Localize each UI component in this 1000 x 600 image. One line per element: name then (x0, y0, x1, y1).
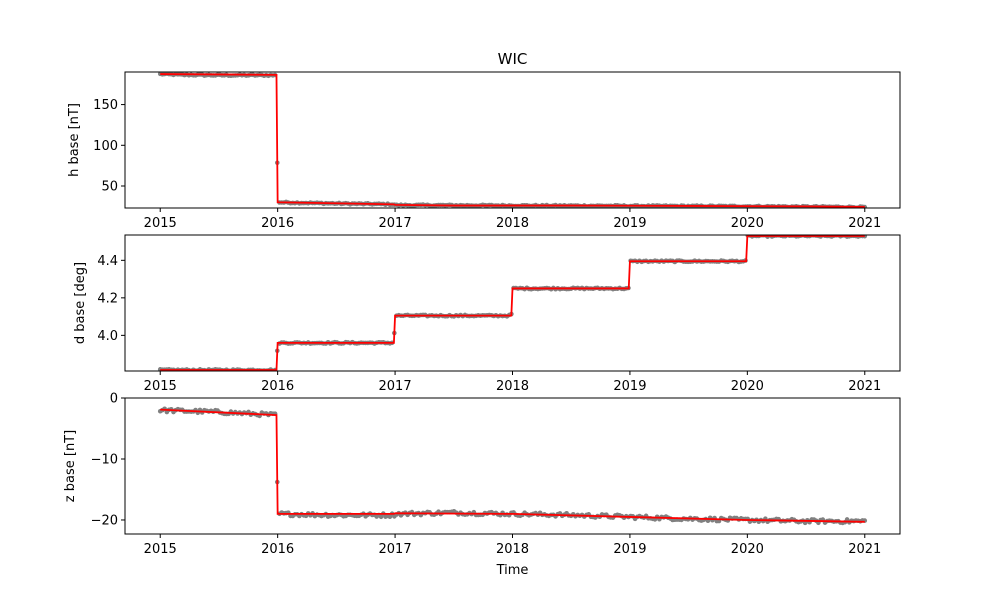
x-tick-label: 2015 (144, 216, 177, 231)
x-tick-label: 2019 (613, 542, 646, 557)
y-tick-label: 100 (93, 139, 118, 154)
y-tick-label: 0 (110, 392, 118, 407)
x-tick-label: 2016 (261, 216, 294, 231)
x-tick-label: 2020 (731, 216, 764, 231)
y-axis-label-h: h base [nT] (67, 103, 82, 177)
panel-d-base: d base [deg] 2015 2016 2017 2018 2019 2020 202… (73, 234, 901, 394)
x-tick-label: 2017 (379, 379, 412, 394)
y-axis-label-z: z base [nT] (63, 430, 78, 502)
fit-line (160, 235, 865, 371)
y-axis-label-d: d base [deg] (73, 262, 88, 344)
y-tick-label: 50 (101, 180, 118, 195)
y-tick-label: −20 (91, 513, 118, 528)
y-tick-label: 150 (93, 98, 118, 113)
x-tick-label: 2016 (261, 379, 294, 394)
y-tick-label: 4.4 (97, 254, 118, 269)
plot-area (157, 406, 868, 526)
plot-area (157, 72, 868, 208)
x-tick-label: 2021 (848, 379, 881, 394)
plot-area (157, 235, 868, 371)
x-tick-label: 2015 (144, 379, 177, 394)
y-tick-label: 4.2 (97, 291, 118, 306)
x-tick-label: 2017 (379, 216, 412, 231)
x-axis-label: Time (496, 563, 529, 578)
x-tick-label: 2019 (613, 216, 646, 231)
x-tick-label: 2018 (496, 379, 529, 394)
x-tick-label: 2018 (496, 216, 529, 231)
x-tick-label: 2015 (144, 542, 177, 557)
x-tick-label: 2017 (379, 542, 412, 557)
fit-line (160, 408, 865, 523)
x-tick-label: 2020 (731, 379, 764, 394)
chart-title: WIC (498, 50, 528, 68)
x-tick-label: 2019 (613, 379, 646, 394)
x-tick-label: 2021 (848, 216, 881, 231)
x-tick-label: 2021 (848, 542, 881, 557)
y-tick-label: −10 (91, 452, 118, 467)
x-tick-label: 2020 (731, 542, 764, 557)
axes-frame (124, 71, 901, 209)
y-tick-label: 4.0 (97, 329, 118, 344)
x-tick-label: 2018 (496, 542, 529, 557)
data-point (378, 514, 384, 520)
fit-line (160, 73, 865, 208)
panel-z-base: z base [nT] 2015 2016 2017 2018 2019 2020 2021… (63, 392, 901, 557)
x-tick-label: 2016 (261, 542, 294, 557)
panel-h-base: h base [nT] 2015 2016 2017 2018 2019 2020 2021… (67, 71, 901, 231)
